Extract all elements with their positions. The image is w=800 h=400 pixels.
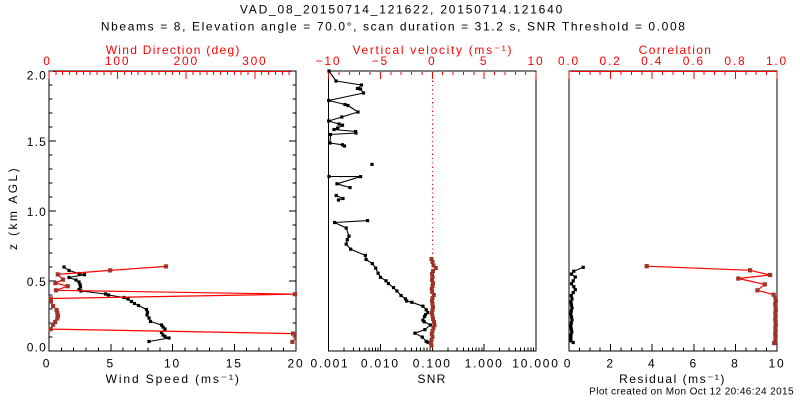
svg-text:0: 0 <box>43 357 51 371</box>
svg-text:Nbeams = 8, Elevation angle =: Nbeams = 8, Elevation angle = 70.0°, sca… <box>101 20 687 34</box>
svg-text:0: 0 <box>43 54 51 68</box>
svg-text:6: 6 <box>690 357 698 371</box>
svg-text:8: 8 <box>731 357 739 371</box>
svg-text:Wind Direction (deg): Wind Direction (deg) <box>106 43 241 57</box>
svg-text:10: 10 <box>769 357 786 371</box>
svg-text:0: 0 <box>564 357 572 371</box>
svg-text:2: 2 <box>606 357 614 371</box>
svg-text:10.000: 10.000 <box>512 357 560 371</box>
svg-text:2.0: 2.0 <box>27 68 47 82</box>
svg-text:0.010: 0.010 <box>361 357 400 371</box>
svg-text:1.5: 1.5 <box>27 135 47 149</box>
svg-text:300: 300 <box>242 54 267 68</box>
svg-text:5: 5 <box>480 54 488 68</box>
svg-text:0.8: 0.8 <box>724 54 746 68</box>
svg-text:VAD_08_20150714_121622, 201507: VAD_08_20150714_121622, 20150714.121640 <box>240 3 564 17</box>
svg-text:10: 10 <box>164 357 181 371</box>
svg-text:20: 20 <box>288 357 305 371</box>
svg-text:1.0: 1.0 <box>766 54 788 68</box>
svg-text:z (km AGL): z (km AGL) <box>6 166 20 250</box>
svg-text:4: 4 <box>648 357 656 371</box>
svg-text:0.100: 0.100 <box>413 357 452 371</box>
svg-text:Vertical velocity (ms⁻¹): Vertical velocity (ms⁻¹) <box>352 43 513 57</box>
svg-text:5: 5 <box>107 357 115 371</box>
svg-text:−5: −5 <box>372 54 389 68</box>
svg-text:−10: −10 <box>316 54 342 68</box>
svg-text:Correlation: Correlation <box>639 43 713 57</box>
svg-text:SNR: SNR <box>418 372 447 386</box>
svg-text:Plot created on Mon Oct 12 20:: Plot created on Mon Oct 12 20:46:24 2015 <box>589 386 794 397</box>
svg-text:0.0: 0.0 <box>558 54 580 68</box>
svg-text:Residual (ms⁻¹): Residual (ms⁻¹) <box>619 372 726 386</box>
svg-text:10: 10 <box>528 54 545 68</box>
svg-text:0: 0 <box>428 54 436 68</box>
svg-text:1.000: 1.000 <box>465 357 504 371</box>
svg-text:0.2: 0.2 <box>600 54 622 68</box>
svg-text:0.5: 0.5 <box>27 275 47 289</box>
svg-text:200: 200 <box>174 54 199 68</box>
svg-text:15: 15 <box>226 357 243 371</box>
svg-text:Wind Speed (ms⁻¹): Wind Speed (ms⁻¹) <box>106 372 241 386</box>
svg-text:100: 100 <box>105 54 130 68</box>
svg-text:1.0: 1.0 <box>27 205 47 219</box>
svg-text:0.001: 0.001 <box>310 357 349 371</box>
svg-text:0.6: 0.6 <box>683 54 705 68</box>
svg-text:0.4: 0.4 <box>641 54 663 68</box>
svg-text:0.0: 0.0 <box>27 340 47 354</box>
